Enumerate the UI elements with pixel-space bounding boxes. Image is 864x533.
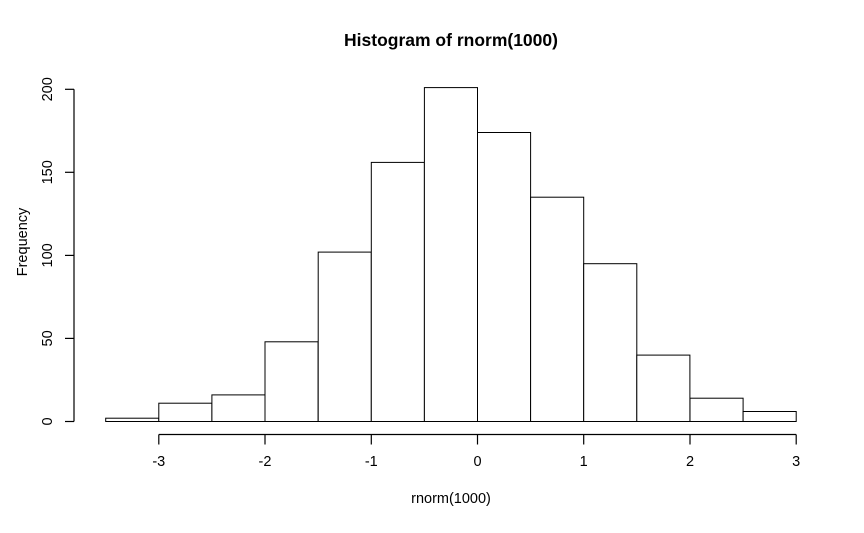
histogram-bar	[370, 161, 425, 422]
y-tick-label: 150	[40, 160, 56, 184]
histogram-bar	[689, 397, 744, 423]
histogram-bar	[158, 402, 213, 423]
x-tick-label: 3	[792, 454, 800, 470]
y-tick-label: 50	[40, 330, 56, 346]
histogram-bar	[636, 354, 691, 423]
histogram-bar	[530, 196, 585, 422]
histogram-bar	[423, 87, 478, 422]
histogram-bar	[264, 341, 319, 422]
x-tick-label: -1	[365, 454, 378, 470]
histogram-bar	[317, 251, 372, 422]
histogram-bar	[477, 132, 532, 422]
chart-title: Histogram of rnorm(1000)	[344, 30, 558, 50]
x-tick-label: 2	[686, 454, 694, 470]
y-axis-label: Frequency	[15, 207, 31, 276]
x-axis-label: rnorm(1000)	[411, 491, 491, 507]
x-tick-label: 0	[473, 454, 481, 470]
y-tick-label: 100	[40, 243, 56, 267]
histogram-bar	[583, 263, 638, 423]
x-tick-label: -2	[259, 454, 272, 470]
y-tick-label: 200	[40, 77, 56, 101]
histogram-bar	[105, 417, 160, 423]
histogram-bar	[211, 394, 266, 422]
x-tick-label: -3	[152, 454, 165, 470]
histogram-bar	[742, 411, 797, 422]
x-tick-label: 1	[580, 454, 588, 470]
y-tick-label: 0	[40, 417, 56, 425]
